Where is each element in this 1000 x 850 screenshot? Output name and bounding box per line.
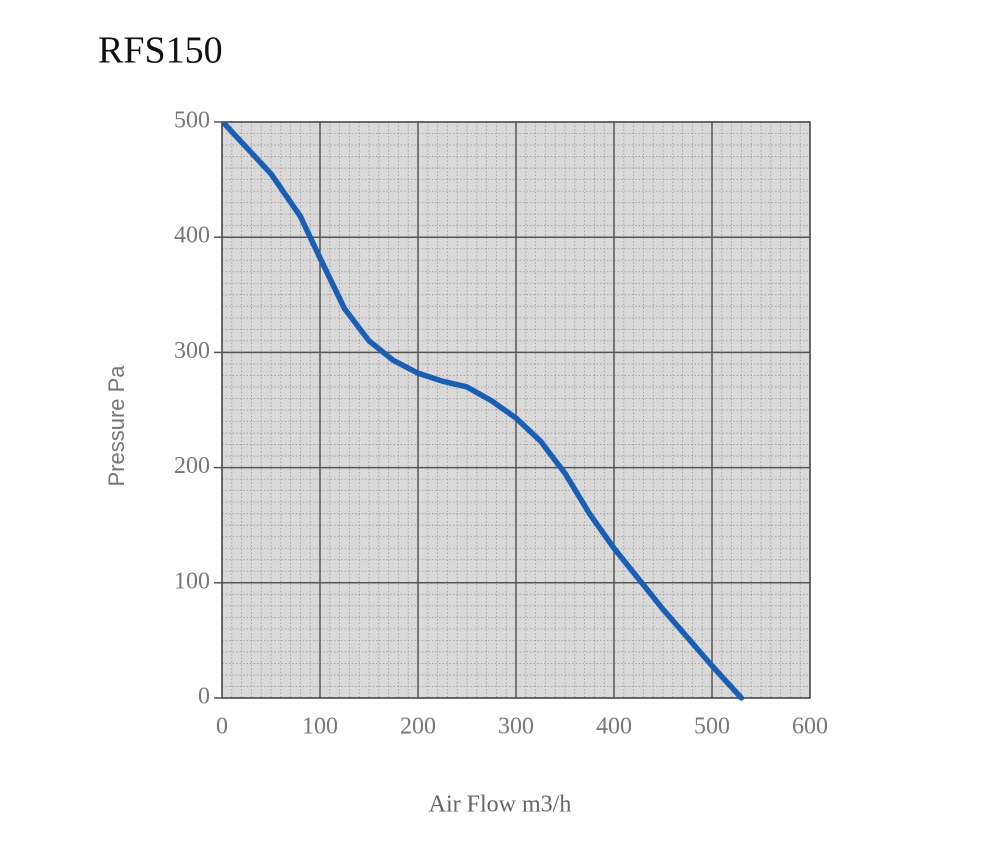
x-tick-label: 300 [498,714,534,740]
x-tick-label: 500 [694,714,730,740]
y-tick-label: 100 [174,568,210,594]
y-axis-label: Pressure Pa [104,365,129,487]
y-tick-label: 500 [174,108,210,134]
x-tick-label: 100 [302,714,338,740]
x-tick-label: 200 [400,714,436,740]
x-tick-label: 400 [596,714,632,740]
y-tick-label: 300 [174,338,210,364]
y-tick-label: 200 [174,453,210,479]
y-tick-label: 400 [174,223,210,249]
x-tick-label: 0 [216,714,228,740]
plot-border [221,121,811,699]
x-tick-label: 600 [792,714,828,740]
x-axis-label: Air Flow m3/h [429,792,572,818]
chart-title: RFS150 [98,30,223,72]
data-line [222,121,745,701]
y-tick-label: 0 [198,684,210,710]
